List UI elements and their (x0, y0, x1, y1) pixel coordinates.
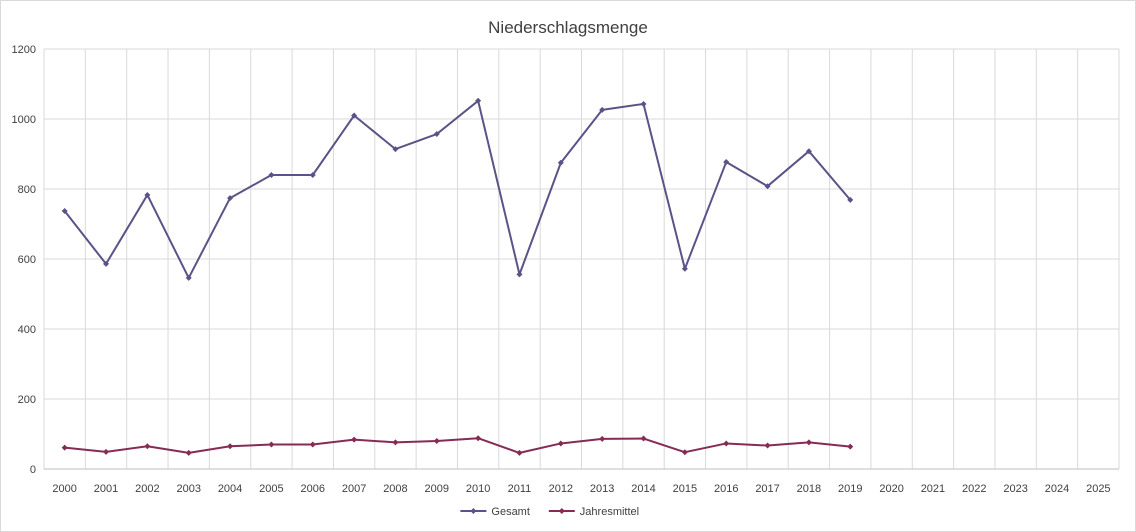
data-point (475, 97, 482, 104)
data-point (144, 443, 151, 450)
series-2 (61, 435, 854, 456)
y-tick-label: 1000 (12, 114, 36, 126)
x-tick-label: 2019 (838, 483, 862, 495)
data-point (723, 440, 730, 447)
data-point (640, 100, 647, 107)
data-point (185, 274, 192, 281)
x-tick-label: 2000 (52, 483, 76, 495)
data-point (392, 439, 399, 446)
data-point (599, 106, 606, 113)
data-point (723, 159, 730, 166)
y-tick-label: 0 (30, 464, 36, 476)
x-tick-label: 2014 (631, 483, 655, 495)
x-tick-label: 2007 (342, 483, 366, 495)
legend-marker (558, 508, 565, 514)
y-tick-label: 400 (18, 324, 36, 336)
data-point (268, 172, 275, 178)
series-line (64, 437, 851, 454)
x-tick-label: 2002 (135, 483, 159, 495)
series-line (63, 99, 852, 279)
x-tick-label: 2025 (1086, 483, 1110, 495)
data-point (681, 449, 688, 456)
legend: Gesamt Jahresmittel (460, 506, 639, 518)
x-tick-label: 2017 (755, 483, 779, 495)
y-tick-label: 600 (18, 254, 36, 266)
x-tick-label: 2013 (590, 483, 614, 495)
y-tick-label: 200 (18, 394, 36, 406)
legend-item: Gesamt (460, 506, 530, 518)
x-tick-label: 2011 (508, 483, 532, 495)
data-point (103, 260, 110, 267)
x-tick-label: 2018 (797, 483, 821, 495)
legend-label: Jahresmittel (580, 506, 639, 518)
grid (43, 48, 1120, 470)
y-tick-label: 800 (18, 184, 36, 196)
data-point (805, 148, 812, 155)
y-tick-label: 1200 (12, 44, 36, 56)
data-point (144, 191, 151, 198)
x-tick-label: 2003 (176, 483, 200, 495)
x-tick-label: 2021 (921, 483, 945, 495)
x-tick-label: 2016 (714, 483, 738, 495)
data-point (103, 448, 110, 455)
x-tick-label: 2023 (1003, 483, 1027, 495)
data-point (392, 146, 399, 153)
data-point (847, 443, 854, 450)
series (61, 97, 854, 456)
data-point (805, 439, 812, 446)
x-tick-label: 2001 (94, 483, 118, 495)
data-point (433, 438, 440, 444)
x-tick-label: 2004 (218, 483, 242, 495)
legend-marker (470, 508, 477, 514)
data-point (61, 444, 68, 451)
x-tick-label: 2024 (1045, 483, 1069, 495)
data-point (516, 449, 523, 456)
x-tick-label: 2006 (301, 483, 325, 495)
series-1 (61, 97, 854, 281)
axes: 0 200 400 600 800 1000 1200 2000 2001 2002 2003 200… (12, 44, 1119, 495)
x-tick-label: 2022 (962, 483, 986, 495)
data-point (764, 183, 771, 190)
x-tick-label: 2009 (425, 483, 449, 495)
data-point (268, 441, 275, 448)
x-tick-label: 2012 (549, 483, 573, 495)
data-point (681, 265, 688, 272)
data-point (640, 435, 647, 442)
x-tick-label: 2020 (879, 483, 903, 495)
data-point (599, 435, 606, 442)
data-point (227, 443, 234, 450)
data-point (61, 208, 68, 215)
x-tick-label: 2010 (466, 483, 490, 495)
data-point (351, 112, 358, 119)
data-point (309, 441, 316, 448)
data-point (433, 131, 440, 138)
data-point (475, 435, 482, 442)
data-point (351, 436, 358, 443)
legend-item: Jahresmittel (548, 506, 639, 518)
data-point (185, 449, 192, 456)
data-point (516, 271, 523, 278)
legend-label: Gesamt (491, 506, 530, 518)
chart-title: Niederschlagsmenge (488, 18, 648, 37)
data-point (557, 440, 564, 447)
x-tick-label: 2005 (259, 483, 283, 495)
x-tick-label: 2008 (383, 483, 407, 495)
data-point (764, 442, 771, 449)
data-point (557, 159, 564, 166)
data-point (227, 195, 234, 202)
x-tick-label: 2015 (673, 483, 697, 495)
data-point (847, 196, 854, 203)
data-point (309, 172, 316, 178)
